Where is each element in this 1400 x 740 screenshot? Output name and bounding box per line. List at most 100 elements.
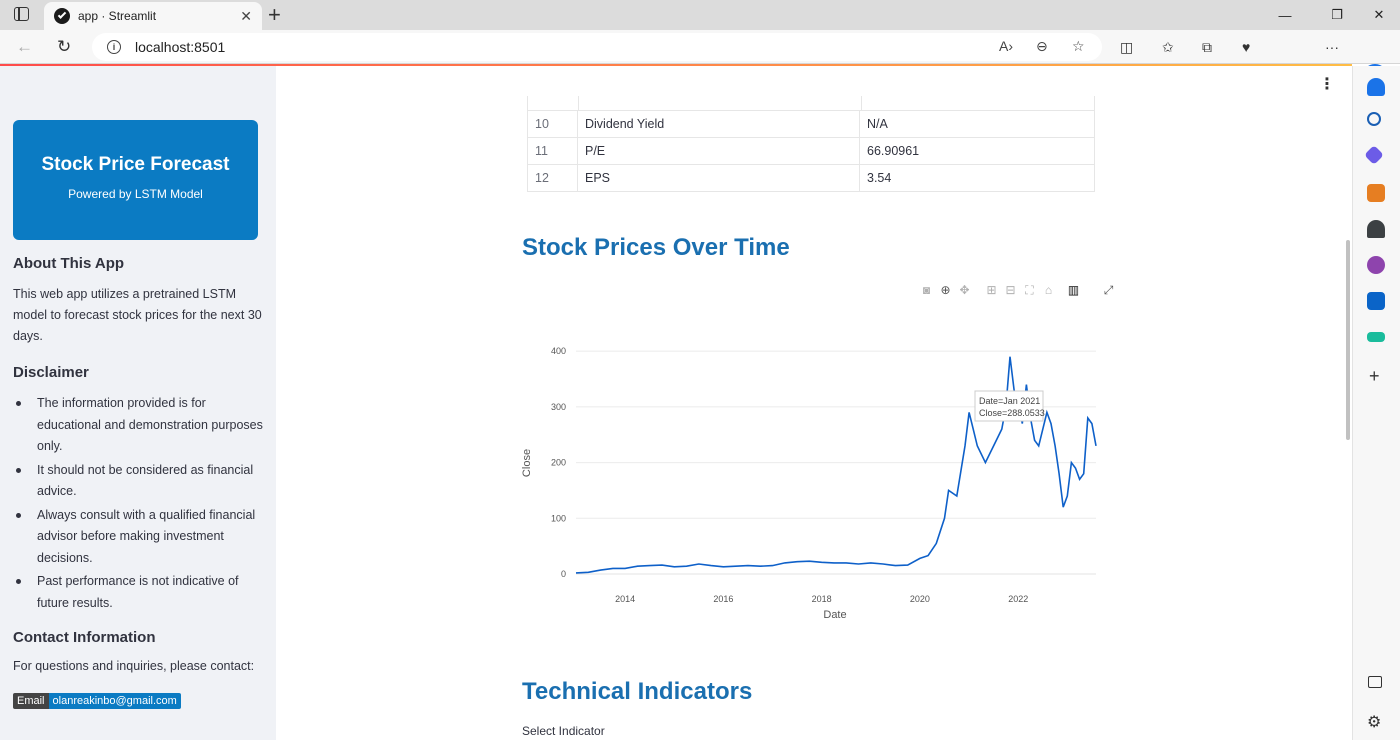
outlook-icon[interactable] (1367, 292, 1385, 310)
close-tab-icon[interactable]: ✕ (240, 7, 252, 24)
zoom-out-icon[interactable]: ⊟ (1005, 283, 1016, 297)
browser-tab-bar: app · Streamlit ✕ + — ❐ ✕ (0, 0, 1400, 30)
row-index: 12 (527, 164, 578, 192)
close-price-line[interactable] (575, 356, 1097, 574)
zoom-tool-icon[interactable]: ⊕ (940, 283, 951, 297)
row-key: Dividend Yield (577, 110, 860, 138)
back-icon[interactable]: ← (16, 37, 33, 56)
notifications-bell-icon[interactable] (1367, 78, 1385, 96)
disclaimer-heading: Disclaimer (13, 364, 89, 381)
y-tick-label: 300 (551, 402, 566, 412)
row-value: 66.90961 (859, 137, 1095, 165)
y-tick-label: 100 (551, 513, 566, 523)
tools-icon[interactable] (1367, 184, 1385, 202)
email-badge[interactable]: Email olanreakinbo@gmail.com (13, 693, 181, 709)
fullscreen-icon[interactable]: ⤢ (1103, 283, 1114, 297)
x-axis-label: Date (823, 609, 846, 621)
tooltip-close: Close=288.0533 (979, 408, 1045, 418)
restore-icon[interactable]: ❐ (1331, 7, 1343, 22)
row-value: 3.54 (859, 164, 1095, 192)
table-row: 12 EPS 3.54 (527, 164, 1095, 192)
hide-sidebar-icon[interactable] (1368, 676, 1382, 688)
about-text: This web app utilizes a pretrained LSTM … (13, 287, 262, 343)
browser-essentials-icon[interactable]: ♥ (1242, 39, 1251, 55)
collections-icon[interactable]: ⧉ (1202, 39, 1212, 55)
x-axis-ticks: 2014 2016 2018 2020 2022 (615, 594, 1028, 604)
browser-tab[interactable]: app · Streamlit ✕ (44, 2, 262, 30)
contact-heading: Contact Information (13, 629, 156, 646)
row-key: P/E (577, 137, 860, 165)
row-value: N/A (859, 110, 1095, 138)
address-bar-row: ← ↻ i localhost:8501 A› ⊖ ☆ ◫ ✩ ⧉ ♥ ··· … (0, 30, 1400, 90)
x-tick-label: 2018 (812, 594, 832, 604)
x-tick-label: 2016 (713, 594, 733, 604)
tooltip-date: Date=Jan 2021 (979, 396, 1040, 406)
pan-icon[interactable]: ✥ (959, 283, 970, 297)
email-badge-value: olanreakinbo@gmail.com (48, 693, 181, 709)
x-tick-label: 2020 (910, 594, 930, 604)
y-tick-label: 0 (561, 569, 566, 579)
list-item: Past performance is not indicative of fu… (13, 571, 263, 614)
games-icon[interactable] (1367, 220, 1385, 238)
microsoft-365-icon[interactable] (1367, 256, 1385, 274)
drop-icon[interactable] (1367, 332, 1385, 342)
site-info-icon[interactable]: i (107, 40, 121, 54)
shopping-tag-icon[interactable] (1364, 145, 1384, 165)
list-item: Always consult with a qualified financia… (13, 505, 263, 570)
window-close-icon[interactable]: ✕ (1373, 7, 1385, 22)
read-aloud-icon[interactable]: A› (999, 38, 1013, 54)
list-item: The information provided is for educatio… (13, 393, 263, 458)
app-sidebar: Stock Price Forecast Powered by LSTM Mod… (0, 66, 276, 740)
favorite-star-icon[interactable]: ☆ (1072, 38, 1085, 54)
chart-grid (576, 350, 1096, 575)
table-top-clip (527, 96, 1095, 110)
tab-actions-icon[interactable] (14, 7, 29, 21)
favorites-icon[interactable]: ✩ (1162, 39, 1174, 55)
banner-subtitle: Powered by LSTM Model (68, 187, 203, 201)
y-tick-label: 200 (551, 458, 566, 468)
autoscale-icon[interactable]: ⛶ (1025, 283, 1034, 297)
plotly-modebar: ◙ ⊕ ✥ ⊞ ⊟ ⛶ ⌂ ▥ ⤢ (920, 284, 1115, 297)
table-row: 10 Dividend Yield N/A (527, 110, 1095, 138)
add-sidebar-app-icon[interactable]: + (1369, 366, 1380, 386)
sidebar-banner: Stock Price Forecast Powered by LSTM Mod… (13, 120, 258, 240)
url-text: localhost:8501 (135, 39, 226, 55)
plotly-logo-icon[interactable]: ▥ (1067, 283, 1080, 297)
tab-title: app · Streamlit (78, 9, 157, 23)
table-row: 11 P/E 66.90961 (527, 137, 1095, 165)
y-axis-label: Close (521, 449, 533, 477)
camera-icon[interactable]: ◙ (922, 283, 931, 297)
zoom-icon[interactable]: ⊖ (1036, 38, 1048, 54)
split-screen-icon[interactable]: ◫ (1120, 39, 1134, 55)
stock-info-table: 10 Dividend Yield N/A 11 P/E 66.90961 12… (527, 110, 1095, 192)
reset-axes-icon[interactable]: ⌂ (1044, 283, 1053, 297)
select-indicator-label: Select Indicator (522, 724, 605, 738)
about-heading: About This App (13, 255, 125, 272)
row-index: 10 (527, 110, 578, 138)
search-icon[interactable] (1367, 112, 1381, 126)
y-tick-label: 400 (551, 346, 566, 356)
edge-sidebar: + ⚙ (1352, 66, 1400, 740)
email-badge-label: Email (13, 693, 49, 709)
zoom-in-icon[interactable]: ⊞ (986, 283, 997, 297)
row-index: 11 (527, 137, 578, 165)
streamlit-header-decoration (0, 64, 1352, 66)
x-tick-label: 2022 (1008, 594, 1028, 604)
row-key: EPS (577, 164, 860, 192)
url-field[interactable]: i localhost:8501 A› ⊖ ☆ (92, 33, 1102, 61)
refresh-icon[interactable]: ↻ (57, 37, 72, 56)
main-content: ⋮ 10 Dividend Yield N/A 11 P/E 66.90961 … (276, 66, 1343, 740)
minimize-icon[interactable]: — (1278, 7, 1292, 23)
new-tab-icon[interactable]: + (268, 2, 281, 27)
settings-gear-icon[interactable]: ⚙ (1367, 714, 1382, 731)
scrollbar-thumb[interactable] (1346, 240, 1350, 440)
banner-title: Stock Price Forecast (41, 154, 230, 175)
more-options-icon[interactable]: ··· (1325, 39, 1339, 55)
indicators-heading: Technical Indicators (522, 678, 753, 705)
y-axis-ticks: 0 100 200 300 400 (551, 346, 566, 579)
streamlit-favicon-icon (54, 8, 70, 24)
disclaimer-list: The information provided is for educatio… (13, 393, 263, 614)
app-menu-icon[interactable]: ⋮ (1319, 76, 1335, 93)
contact-text: For questions and inquiries, please cont… (13, 659, 255, 673)
